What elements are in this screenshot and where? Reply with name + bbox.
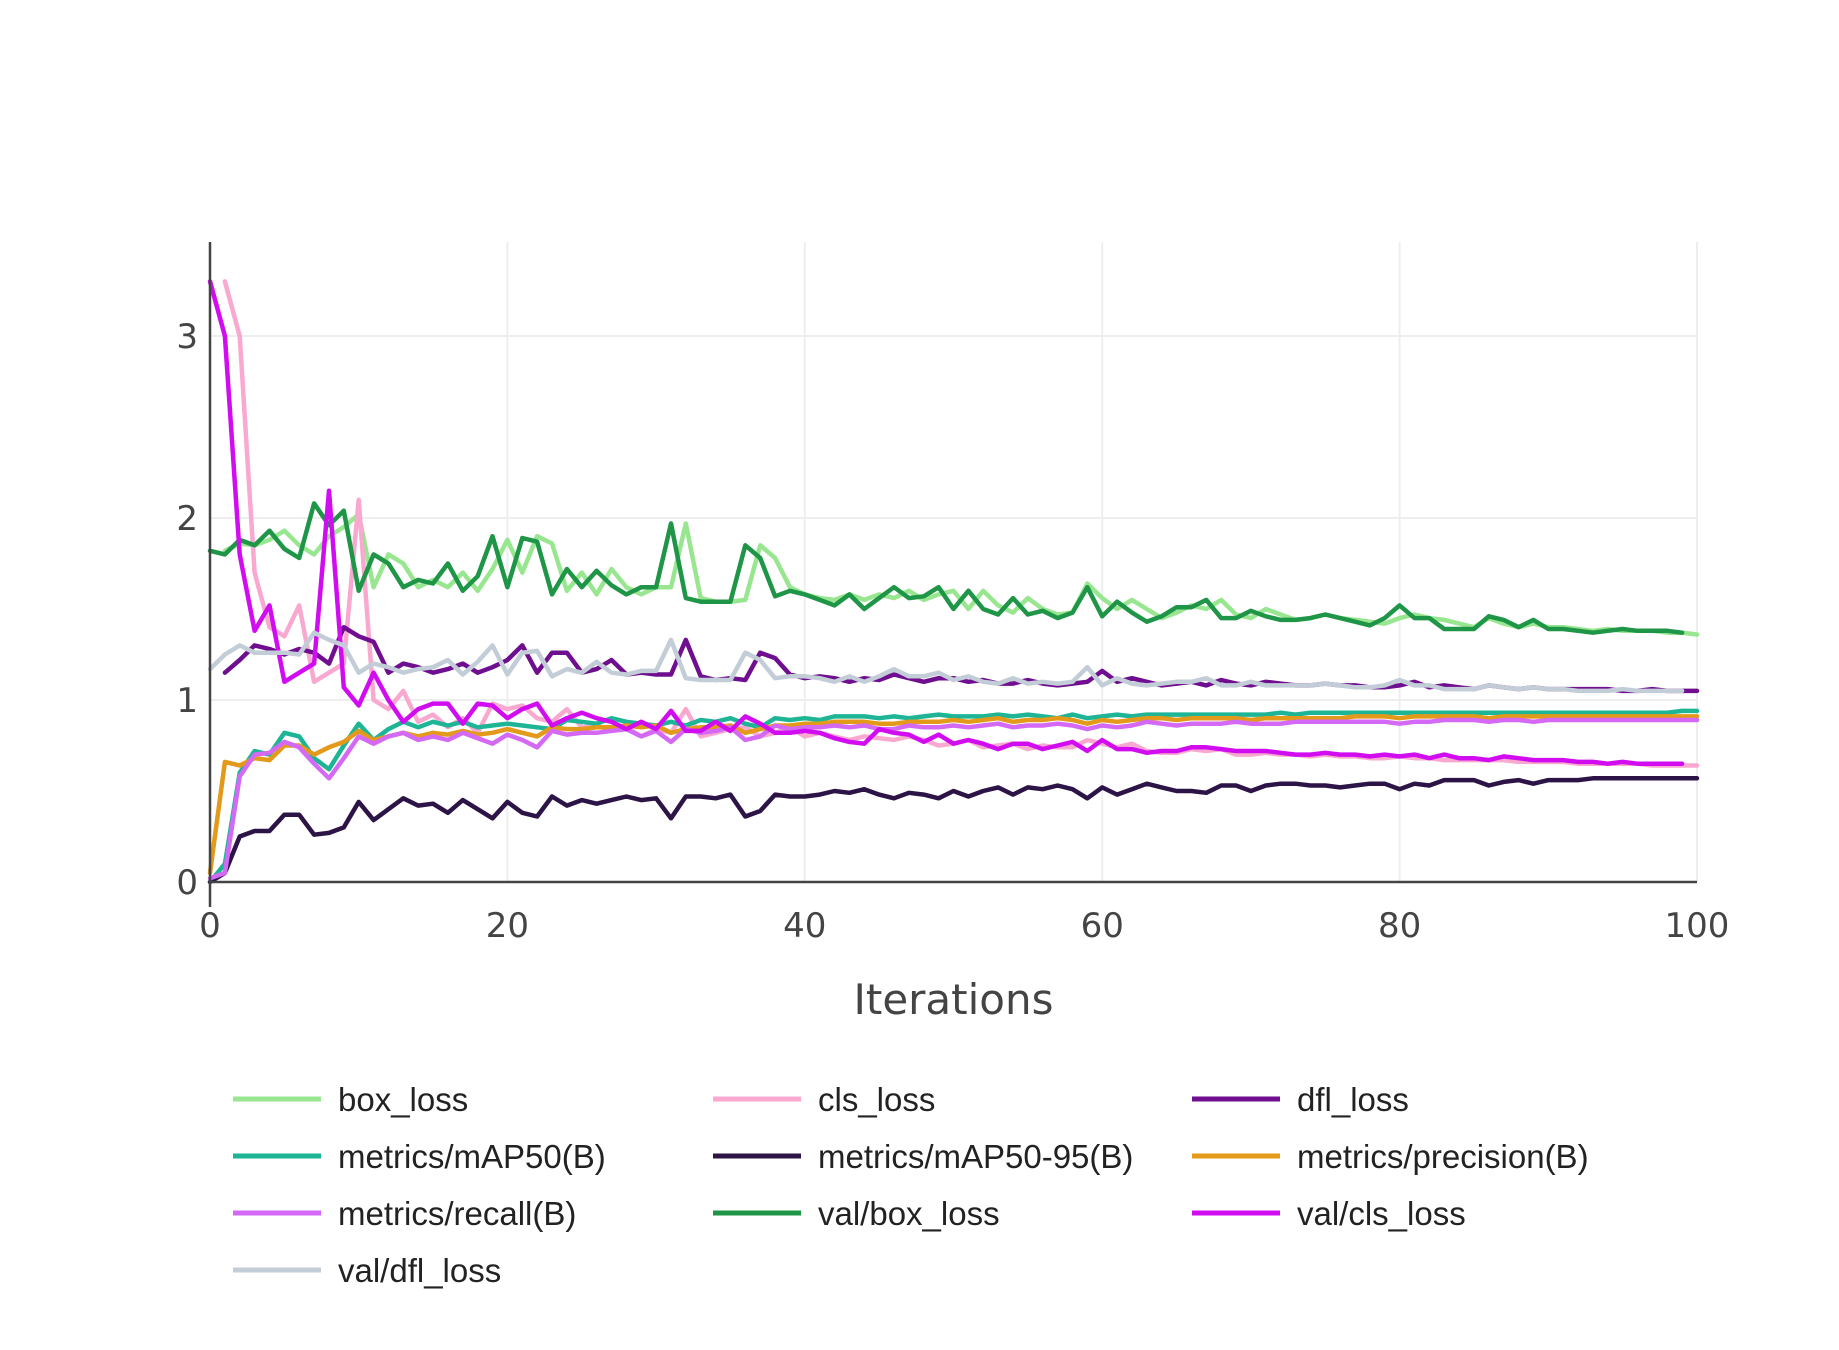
y-tick-label: 2 [176,499,198,539]
x-tick-label: 80 [1378,906,1421,946]
y-tick-label: 3 [176,317,198,357]
legend-item[interactable]: metrics/recall(B) [233,1195,576,1232]
legend-item[interactable]: val/dfl_loss [233,1252,501,1289]
series-line-metrics-precision-b [207,714,1700,876]
legend-label: metrics/precision(B) [1297,1138,1589,1175]
tick-labels: 0 20 40 60 80 100 0 1 2 3 [176,317,1729,946]
legend: box_loss cls_loss dfl_loss metrics/mAP50(B)… [233,1081,1589,1289]
series-line-val-box-loss [207,501,1685,635]
plot-area [207,279,1700,885]
legend-label: cls_loss [818,1081,935,1118]
y-tick-label: 1 [176,681,198,721]
legend-label: val/cls_loss [1297,1195,1466,1232]
legend-item[interactable]: val/cls_loss [1192,1195,1466,1232]
legend-item[interactable]: dfl_loss [1192,1081,1409,1118]
y-tick-label: 0 [176,863,198,903]
x-tick-label: 0 [199,906,221,946]
legend-item[interactable]: box_loss [233,1081,468,1118]
legend-label: dfl_loss [1297,1081,1409,1118]
x-tick-label: 40 [783,906,826,946]
grid [210,242,1698,882]
series-line-metrics-recall-b [207,717,1700,881]
legend-label: metrics/mAP50-95(B) [818,1138,1133,1175]
x-tick-label: 100 [1665,906,1730,946]
series-line-metrics-map50-95-b [207,776,1700,885]
legend-label: metrics/recall(B) [338,1195,576,1232]
x-tick-label: 20 [486,906,529,946]
legend-item[interactable]: val/box_loss [713,1195,1000,1232]
x-tick-label: 60 [1081,906,1124,946]
axes [208,242,1697,907]
x-axis-title: Iterations [853,975,1053,1024]
legend-item[interactable]: cls_loss [713,1081,935,1118]
legend-label: val/dfl_loss [338,1252,501,1289]
legend-label: val/box_loss [818,1195,1000,1232]
series-line-val-dfl-loss [207,630,1685,694]
series-line-metrics-map50-b [207,708,1700,885]
legend-item[interactable]: metrics/precision(B) [1192,1138,1589,1175]
legend-item[interactable]: metrics/mAP50-95(B) [713,1138,1133,1175]
legend-item[interactable]: metrics/mAP50(B) [233,1138,606,1175]
series-line-val-cls-loss [207,279,1685,766]
legend-label: metrics/mAP50(B) [338,1138,606,1175]
legend-label: box_loss [338,1081,468,1118]
